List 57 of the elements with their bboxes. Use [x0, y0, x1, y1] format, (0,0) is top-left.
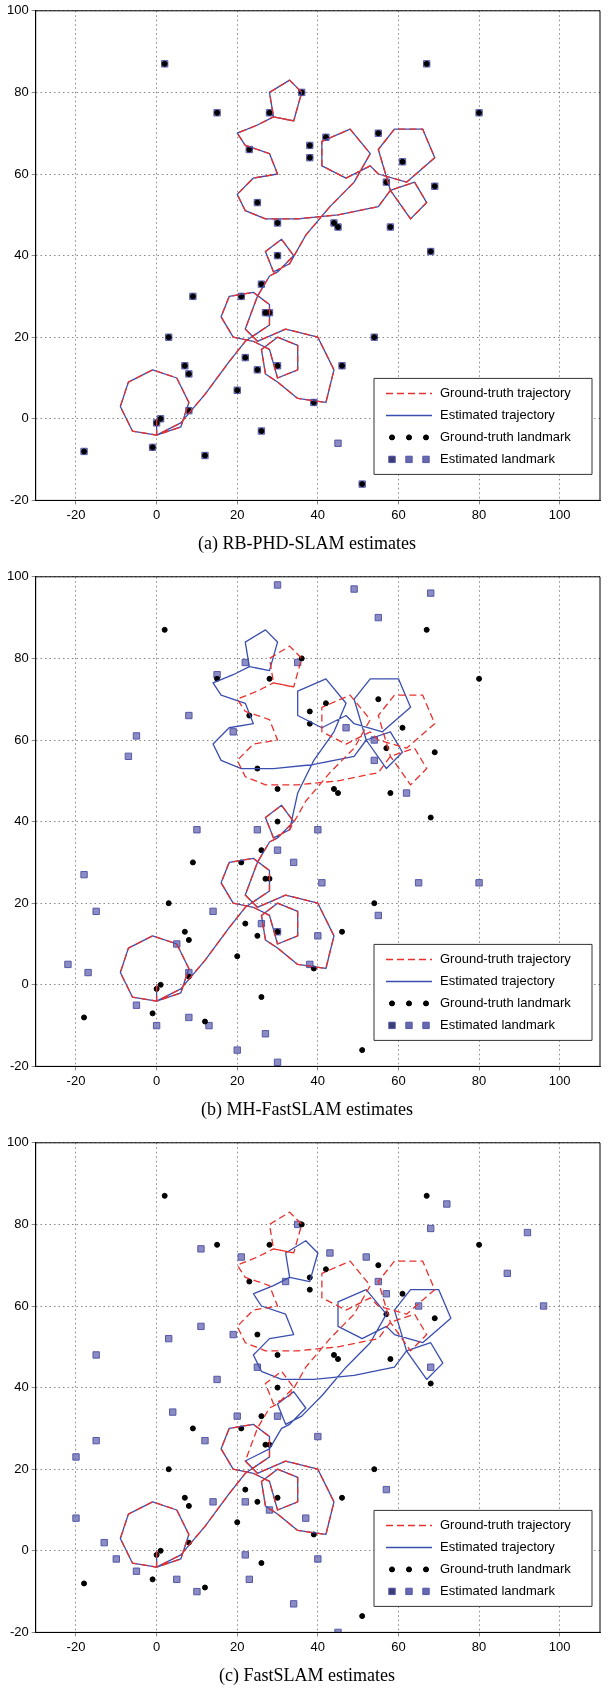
y-tick-label: 80: [14, 1215, 29, 1231]
y-tick-label: 80: [14, 649, 29, 665]
legend-label: Ground-truth trajectory: [440, 384, 572, 400]
text: (a) RB-PHD-SLAM estimates: [197, 532, 417, 555]
x-tick-label: 20: [229, 1072, 245, 1088]
x-tick-label: -20: [66, 506, 86, 522]
x-tick-label: 0: [153, 1638, 161, 1654]
y-tick-label: 60: [14, 165, 29, 181]
legend-label: Estimated trajectory: [440, 406, 556, 422]
y-tick-label: 0: [21, 1542, 29, 1558]
legend-label: Ground-truth landmark: [440, 994, 572, 1010]
legend-label: Ground-truth trajectory: [440, 1516, 572, 1532]
x-tick-label: 40: [310, 506, 326, 522]
x-tick-label: 60: [391, 506, 406, 522]
x-tick-label: 40: [310, 1638, 326, 1654]
y-tick-label: 20: [14, 328, 29, 344]
x-tick-label: -20: [66, 1638, 86, 1654]
x-tick-label: 100: [548, 506, 571, 522]
y-tick-label: -20: [9, 1623, 29, 1639]
y-tick-label: 60: [14, 1297, 29, 1313]
text: (b) MH-FastSLAM estimates: [200, 1098, 414, 1121]
y-tick-label: 20: [14, 1460, 29, 1476]
y-tick-label: -20: [9, 1057, 29, 1073]
y-tick-label: 0: [21, 410, 29, 426]
x-tick-label: 80: [471, 1072, 487, 1088]
legend-label: Estimated landmark: [440, 1016, 556, 1032]
y-tick-label: -20: [9, 491, 29, 507]
x-tick-label: 20: [229, 1638, 245, 1654]
legend-label: Ground-truth landmark: [440, 428, 572, 444]
y-tick-label: 40: [14, 1379, 29, 1395]
legend-label: Estimated trajectory: [440, 1538, 556, 1554]
legend-label: Estimated trajectory: [440, 972, 556, 988]
y-tick-label: 20: [14, 894, 29, 910]
x-tick-label: 0: [153, 1072, 161, 1088]
y-tick-label: 60: [14, 731, 29, 747]
legend-label: Estimated landmark: [440, 1582, 556, 1598]
x-tick-label: 80: [471, 506, 487, 522]
y-tick-label: 100: [6, 2, 29, 18]
x-tick-label: 40: [310, 1072, 326, 1088]
y-tick-label: 100: [6, 1134, 29, 1150]
y-tick-label: 100: [6, 568, 29, 584]
text: (c) FastSLAM estimates: [218, 1664, 396, 1687]
x-tick-label: 0: [153, 506, 161, 522]
x-tick-label: 80: [471, 1638, 487, 1654]
y-tick-label: 40: [14, 813, 29, 829]
x-tick-label: 60: [391, 1072, 406, 1088]
y-tick-label: 80: [14, 83, 29, 99]
y-tick-label: 0: [21, 976, 29, 992]
x-tick-label: 100: [548, 1638, 571, 1654]
x-tick-label: 20: [229, 506, 245, 522]
x-tick-label: 100: [548, 1072, 571, 1088]
x-tick-label: -20: [66, 1072, 86, 1088]
x-tick-label: 60: [391, 1638, 406, 1654]
y-tick-label: 40: [14, 247, 29, 263]
legend-label: Estimated landmark: [440, 450, 556, 466]
legend-label: Ground-truth trajectory: [440, 950, 572, 966]
legend-label: Ground-truth landmark: [440, 1560, 572, 1576]
